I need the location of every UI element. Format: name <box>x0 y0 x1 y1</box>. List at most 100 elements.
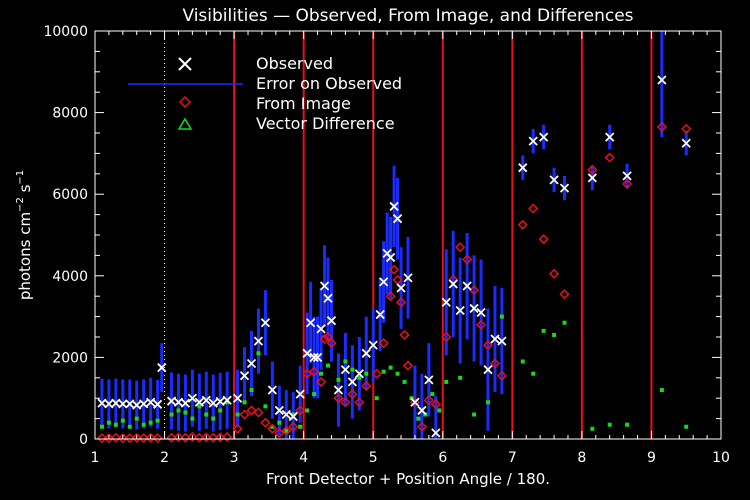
observed-point <box>441 297 451 307</box>
from-image-point <box>201 432 212 443</box>
from-image-point <box>385 291 396 302</box>
observed-point-stroke <box>302 348 312 358</box>
from-image-point <box>315 376 327 387</box>
from-image-point <box>441 331 452 343</box>
difference-point <box>141 422 146 427</box>
difference-point <box>499 314 504 319</box>
difference-point <box>684 424 689 429</box>
observed-point <box>354 369 364 379</box>
observed-point <box>681 138 691 148</box>
observed-point <box>215 396 225 407</box>
observed-point <box>125 399 135 409</box>
observed-point <box>208 398 218 408</box>
from-image-point <box>232 423 243 434</box>
observed-point <box>246 358 257 369</box>
observed-point-stroke <box>361 348 371 358</box>
from-image-point <box>309 366 320 377</box>
observed-point <box>538 132 549 142</box>
difference-point <box>120 418 125 423</box>
difference-point <box>148 420 153 425</box>
from-image-point <box>587 164 598 175</box>
from-image-point <box>517 219 528 230</box>
observed-point-stroke <box>281 409 291 420</box>
y-tick-label: 8000 <box>52 106 88 122</box>
observed-point <box>528 136 538 146</box>
vector-difference-series <box>99 314 689 433</box>
difference-point <box>225 400 230 405</box>
observed-point <box>288 411 298 422</box>
difference-point <box>326 363 331 368</box>
observed-point <box>152 399 163 409</box>
observed-point-stroke <box>368 340 378 350</box>
x-tick-label: 7 <box>508 450 517 466</box>
from-image-point <box>222 431 233 443</box>
difference-point <box>444 379 449 384</box>
difference-point <box>562 320 567 325</box>
from-image-point <box>496 370 507 381</box>
observed-point-stroke <box>253 336 264 346</box>
difference-point <box>155 418 160 423</box>
from-image-point <box>430 399 441 410</box>
from-image-point <box>239 409 250 420</box>
observed-point-stroke <box>208 398 218 408</box>
observed-point <box>194 397 204 407</box>
observed-point-stroke <box>312 352 323 363</box>
observed-point-stroke <box>319 281 330 291</box>
y-axis: 0 2000 4000 6000 8000 10000 <box>43 24 721 448</box>
difference-point <box>402 379 407 384</box>
observed-point-stroke <box>139 399 149 409</box>
observed-point <box>333 385 344 395</box>
difference-point <box>242 400 247 405</box>
observed-point <box>302 348 312 358</box>
legend: Observed Error on Observed From Image Ve… <box>128 54 402 133</box>
observed-point <box>323 293 333 303</box>
difference-point <box>176 408 181 413</box>
difference-point <box>277 420 282 425</box>
from-image-point <box>117 433 128 444</box>
observed-point <box>559 183 570 193</box>
observed-point-stroke <box>455 305 465 316</box>
x-axis: 1 2 3 4 5 6 7 8 9 10 <box>91 31 730 466</box>
observed-point-stroke <box>379 277 389 287</box>
observed-point <box>549 175 559 185</box>
from-image-point <box>475 319 487 330</box>
observed-point-stroke <box>448 279 458 289</box>
difference-point <box>127 424 132 429</box>
difference-point <box>211 416 216 421</box>
difference-point <box>183 410 188 415</box>
from-image-point <box>145 432 156 443</box>
from-image-point <box>322 331 334 343</box>
difference-point <box>485 400 490 405</box>
observed-point-stroke <box>118 399 128 409</box>
observed-point <box>462 281 472 291</box>
x-tick-label: 10 <box>712 450 730 466</box>
difference-point <box>263 404 268 409</box>
difference-point <box>625 422 630 427</box>
observed-point <box>389 201 399 212</box>
legend-difference-label: Vector Difference <box>256 114 395 133</box>
difference-point <box>336 377 341 382</box>
y-axis-label-second: s <box>16 184 34 197</box>
y-axis-label-exponent-1: −2 <box>15 197 26 212</box>
observed-point <box>622 171 632 181</box>
from-image-point <box>173 432 184 443</box>
legend-difference-marker <box>177 117 193 130</box>
observed-point <box>403 273 413 283</box>
from-image-point <box>681 123 692 134</box>
from-image-point <box>416 421 427 432</box>
difference-point <box>319 371 324 376</box>
observed-point-stroke <box>232 393 243 403</box>
y-tick-label: 10000 <box>43 24 88 40</box>
difference-point <box>541 328 546 333</box>
difference-point <box>350 367 355 372</box>
difference-point <box>458 375 463 380</box>
difference-point <box>305 408 310 413</box>
from-image-point <box>208 432 219 443</box>
observed-point-stroke <box>274 405 284 416</box>
observed-point-stroke <box>157 362 167 373</box>
observed-point-stroke <box>132 400 142 410</box>
observed-point-stroke <box>201 395 211 405</box>
from-image-point <box>423 395 434 406</box>
x-tick-label: 9 <box>647 450 656 466</box>
observed-point <box>267 385 278 395</box>
